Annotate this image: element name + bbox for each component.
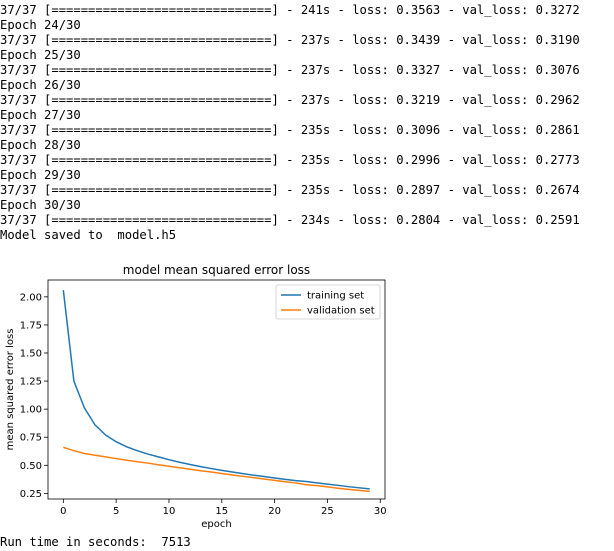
legend-label-validation-set: validation set	[307, 306, 375, 317]
y-tick-label: 1.50	[20, 349, 42, 360]
training-progress-line: 37/37 [==============================] -…	[0, 183, 580, 197]
legend-box	[275, 284, 381, 320]
training-progress-line: 37/37 [==============================] -…	[0, 33, 580, 47]
training-progress-line: 37/37 [==============================] -…	[0, 153, 580, 167]
training-progress-line: 37/37 [==============================] -…	[0, 63, 580, 77]
chart-title: model mean squared error loss	[123, 263, 310, 277]
y-axis-label: mean squared error loss	[5, 329, 16, 451]
y-tick-label: 0.75	[20, 433, 42, 444]
epoch-header-line: Epoch 25/30	[0, 48, 81, 62]
runtime-line: Run time in seconds: 7513	[0, 535, 191, 549]
loss-chart: model mean squared error loss 0 5 10 15 20 25 3…	[0, 258, 400, 533]
legend-label-training-set: training set	[307, 291, 364, 302]
epoch-header-line: Epoch 24/30	[0, 18, 81, 32]
epoch-header-line: Epoch 29/30	[0, 168, 81, 182]
x-tick-label: 20	[268, 506, 281, 517]
y-tick-label: 0.25	[20, 489, 42, 500]
epoch-header-line: Epoch 26/30	[0, 78, 81, 92]
epoch-header-line: Epoch 27/30	[0, 108, 81, 122]
x-tick-label: 25	[321, 506, 334, 517]
loss-chart-svg: model mean squared error loss 0 5 10 15 20 25 3…	[5, 263, 387, 530]
epoch-header-line: Epoch 28/30	[0, 138, 81, 152]
training-progress-line: 37/37 [==============================] -…	[0, 123, 580, 137]
training-progress-line: 37/37 [==============================] -…	[0, 3, 580, 17]
epoch-header-line: Epoch 30/30	[0, 198, 81, 212]
series-line-validation-set	[63, 446, 370, 493]
x-tick-label: 0	[60, 506, 66, 517]
plot-frame	[47, 279, 386, 500]
training-progress-line: 37/37 [==============================] -…	[0, 93, 580, 107]
x-tick-label: 10	[163, 506, 176, 517]
y-tick-label: 2.00	[20, 292, 42, 303]
model-saved-line: Model saved to model.h5	[0, 228, 177, 242]
y-tick-label: 1.00	[20, 405, 42, 416]
training-progress-line: 37/37 [==============================] -…	[0, 213, 580, 227]
y-tick-label: 0.50	[20, 461, 42, 472]
x-tick-label: 30	[374, 506, 387, 517]
console-output: 37/37 [==============================] -…	[0, 3, 614, 243]
x-axis-label: epoch	[201, 519, 231, 530]
series-line-training-set	[62, 290, 370, 490]
y-tick-label: 1.75	[20, 320, 42, 331]
y-tick-label: 1.25	[20, 377, 42, 388]
x-tick-label: 5	[113, 506, 119, 517]
x-tick-label: 15	[215, 506, 228, 517]
